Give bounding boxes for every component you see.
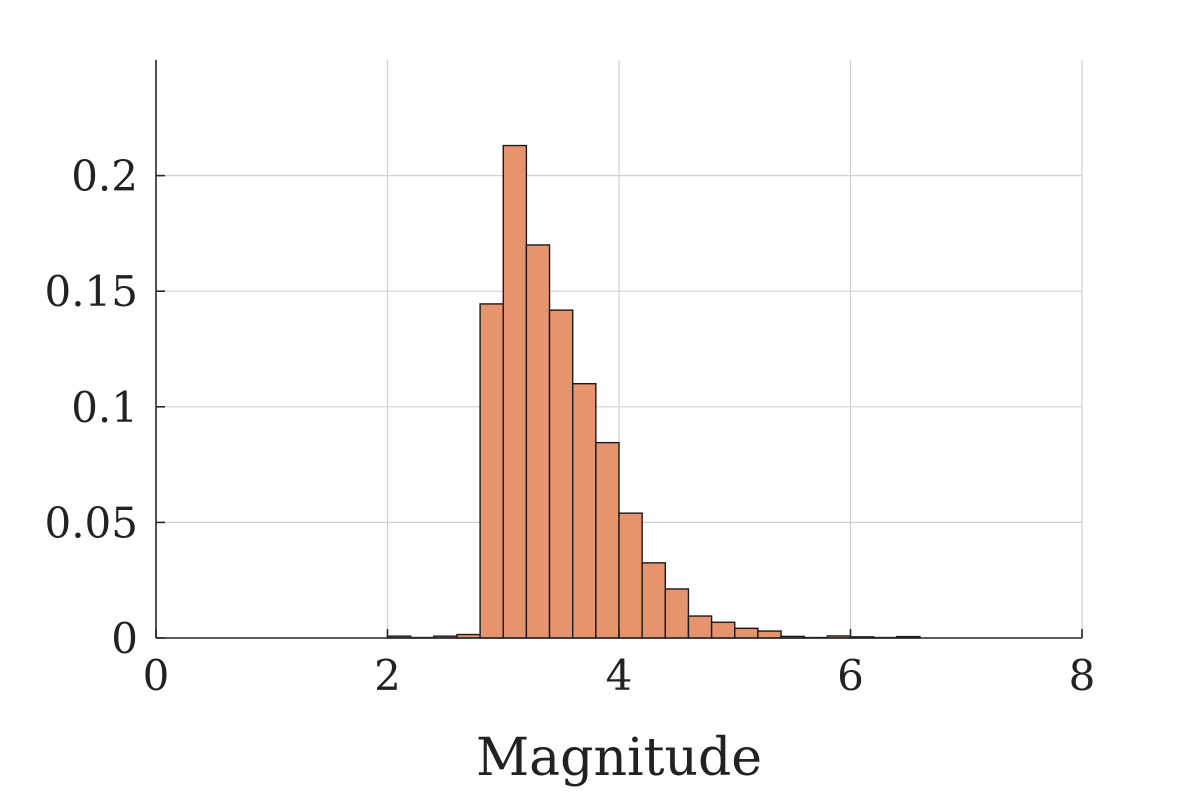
histogram-bar [525,244,551,639]
histogram-bar [687,615,713,639]
axes-layer [155,60,1083,639]
histogram-bar [548,309,574,639]
x-tick-label: 0 [143,651,170,700]
x-tick-label: 8 [1069,651,1096,700]
histogram-bar [734,627,759,639]
histogram-bar [618,512,643,639]
histogram-bar [641,562,667,639]
x-tick-label: 2 [374,651,401,700]
tick-labels-layer: 0 2 4 6 8 0 0.05 0.1 0.15 0.2 [44,152,1095,700]
histogram-bar [502,144,528,639]
bars-layer [386,144,921,639]
histogram-bar [479,303,504,639]
y-tick-label: 0.05 [44,498,138,547]
histogram-bar [572,382,597,639]
y-tick-label: 0.1 [71,383,138,432]
histogram-bar [710,621,736,639]
histogram-bar [664,588,690,639]
x-axis-label: Magnitude [476,728,762,788]
x-tick-label: 6 [837,651,864,700]
y-tick-label: 0.15 [44,267,138,316]
y-tick-label: 0.2 [71,152,138,201]
histogram-bar [757,630,782,639]
x-tick-label: 4 [606,651,633,700]
histogram-bar [595,441,620,639]
y-tick-label: 0 [111,614,138,663]
